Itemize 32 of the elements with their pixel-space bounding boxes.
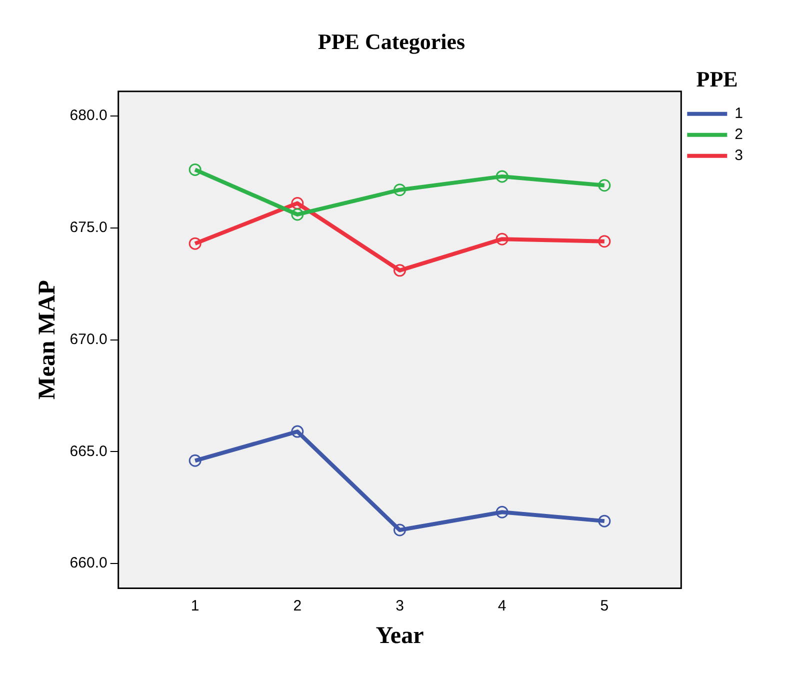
point [598,235,611,248]
legend-title: PPE [696,66,738,92]
x-tick-label: 5 [600,597,609,614]
point [291,425,304,438]
y-axis-title: Mean MAP [34,280,61,400]
y-tick-label: 670.0 [70,330,108,348]
y-tick-label: 675.0 [70,219,108,236]
legend-label: 1 [734,105,743,122]
y-tick-label: 665.0 [70,442,108,460]
point [393,264,406,277]
point [598,514,611,528]
x-axis-title: Year [376,622,424,649]
point [188,237,202,250]
point [393,524,406,536]
point [598,179,611,192]
point [291,208,304,221]
point [291,197,304,210]
point [496,170,508,183]
point [496,232,508,246]
legend-label: 3 [734,147,743,164]
x-tick-label: 4 [498,597,506,614]
x-tick-label: 3 [396,597,404,614]
y-tick-label: 660.0 [70,554,108,572]
point [188,454,202,467]
x-tick-label: 1 [190,597,200,614]
legend-label: 2 [734,126,743,144]
chart-title: PPE Categories [318,28,466,54]
y-tick-label: 680.0 [70,107,108,124]
point [496,506,508,518]
point [188,163,202,176]
x-tick-label: 2 [293,597,302,614]
point [393,184,406,196]
